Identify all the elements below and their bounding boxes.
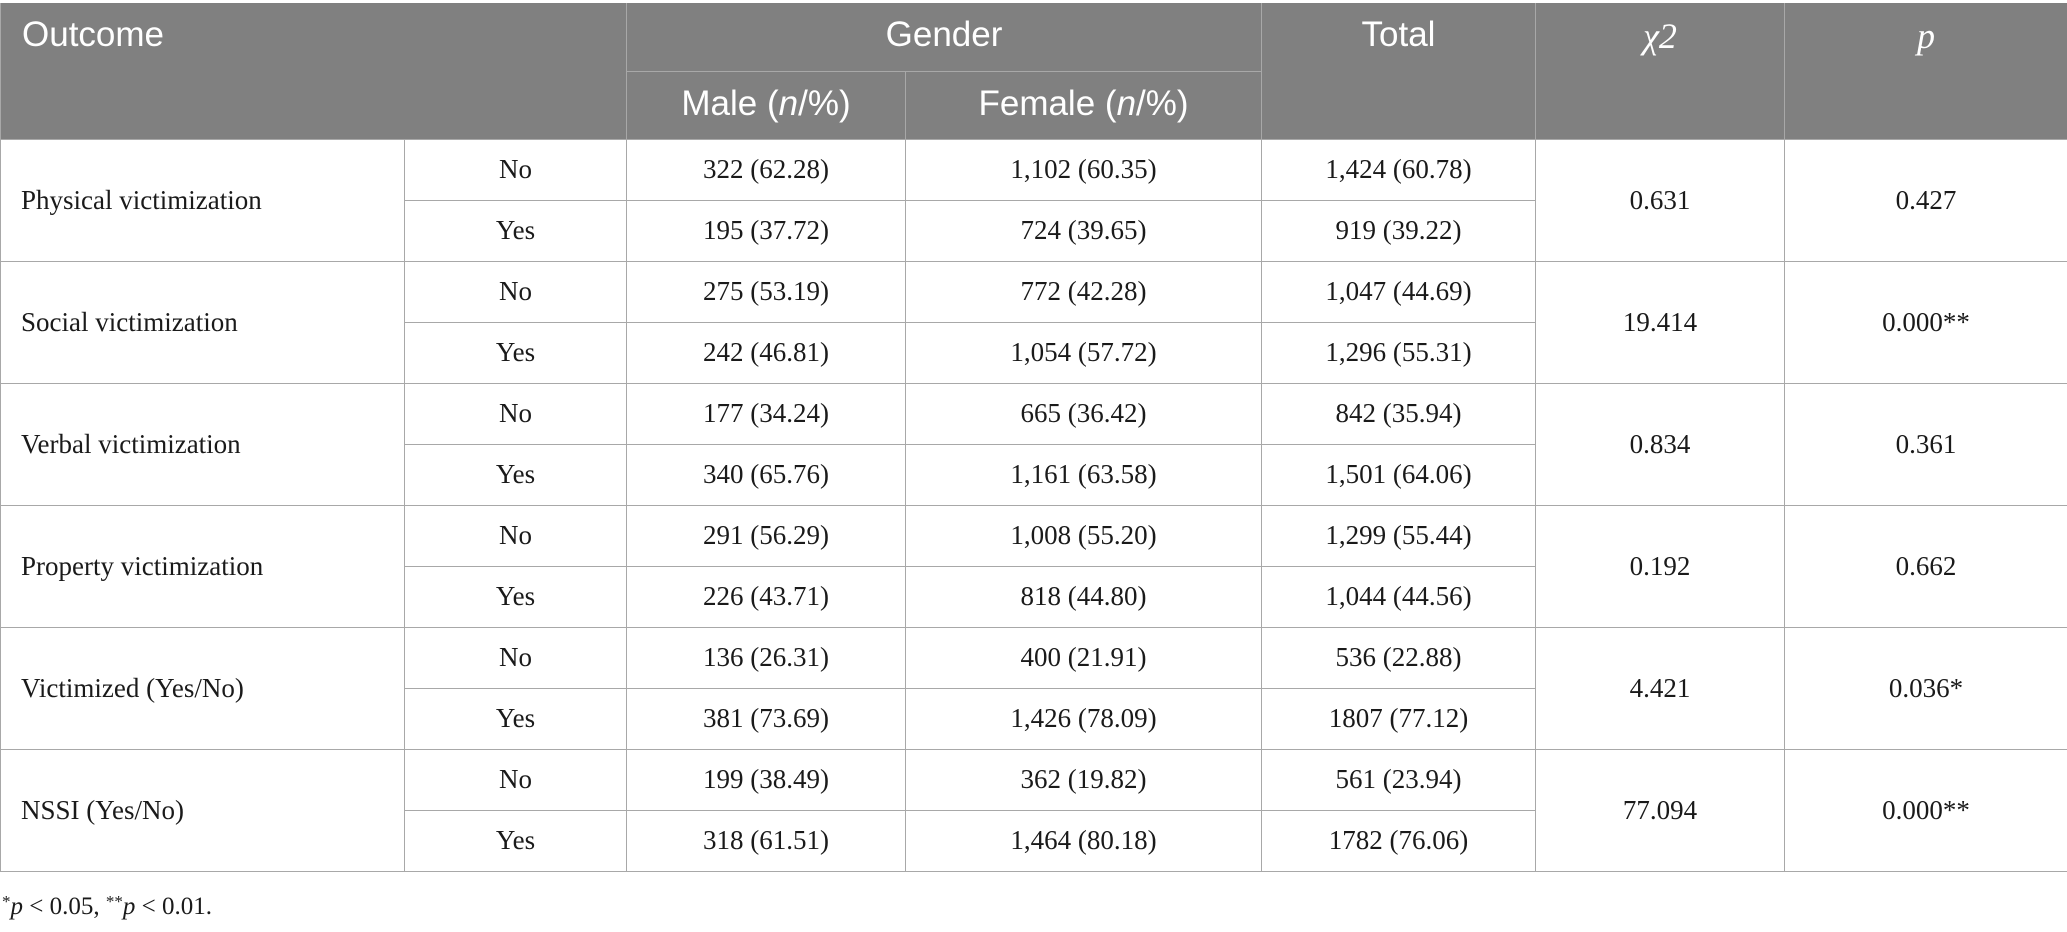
outcome-label: Social victimization: [0, 260, 405, 384]
male-value: 195 (37.72): [626, 199, 906, 262]
male-value: 340 (65.76): [626, 443, 906, 506]
chi-square-value: 19.414: [1535, 260, 1785, 384]
table-row: Victimized (Yes/No) No 136 (26.31) 400 (21.…: [0, 626, 2067, 750]
total-value: 1,501 (64.06): [1261, 443, 1536, 506]
header-p-value: p: [1784, 3, 2067, 140]
table-row: NSSI (Yes/No) No 199 (38.49) 362 (19.82) 561…: [0, 748, 2067, 872]
response-label: Yes: [404, 321, 627, 384]
male-value: 275 (53.19): [626, 260, 906, 323]
total-value: 1,299 (55.44): [1261, 504, 1536, 567]
male-value: 136 (26.31): [626, 626, 906, 689]
chi-square-value: 77.094: [1535, 748, 1785, 872]
outcome-label: Property victimization: [0, 504, 405, 628]
header-outcome: Outcome: [0, 3, 627, 140]
p-value: 0.036*: [1784, 626, 2067, 750]
table-row: Verbal victimization No 177 (34.24) 665 (36…: [0, 382, 2067, 506]
response-label: Yes: [404, 809, 627, 872]
p-value: 0.361: [1784, 382, 2067, 506]
total-value: 842 (35.94): [1261, 382, 1536, 445]
response-label: Yes: [404, 443, 627, 506]
response-label: No: [404, 260, 627, 323]
results-table: Outcome Gender Total χ2 p Male (n/%) Fem…: [0, 3, 2067, 872]
chi-square-value: 0.631: [1535, 138, 1785, 262]
total-value: 1,296 (55.31): [1261, 321, 1536, 384]
response-label: No: [404, 138, 627, 201]
female-value: 1,102 (60.35): [905, 138, 1262, 201]
male-value: 318 (61.51): [626, 809, 906, 872]
female-value: 1,464 (80.18): [905, 809, 1262, 872]
p-value: 0.000**: [1784, 260, 2067, 384]
chi-square-value: 0.192: [1535, 504, 1785, 628]
outcome-label: Physical victimization: [0, 138, 405, 262]
female-value: 772 (42.28): [905, 260, 1262, 323]
female-value: 1,161 (63.58): [905, 443, 1262, 506]
total-value: 1,044 (44.56): [1261, 565, 1536, 628]
footnote: *p < 0.05, **p < 0.01.: [2, 892, 212, 920]
male-value: 291 (56.29): [626, 504, 906, 567]
response-label: No: [404, 626, 627, 689]
response-label: No: [404, 382, 627, 445]
total-value: 1807 (77.12): [1261, 687, 1536, 750]
table-row: Physical victimization No 322 (62.28) 1,102…: [0, 138, 2067, 262]
outcome-label: NSSI (Yes/No): [0, 748, 405, 872]
table-row: Yes 340 (65.76) 1,161 (63.58) 1,501 (64.06): [1, 443, 2067, 506]
total-value: 919 (39.22): [1261, 199, 1536, 262]
response-label: Yes: [404, 199, 627, 262]
female-value: 1,054 (57.72): [905, 321, 1262, 384]
table-body: Physical victimization No 322 (62.28) 1,102…: [0, 138, 2067, 872]
male-value: 322 (62.28): [626, 138, 906, 201]
chi-square-value: 0.834: [1535, 382, 1785, 506]
total-value: 536 (22.88): [1261, 626, 1536, 689]
header-total: Total: [1261, 3, 1536, 140]
total-value: 561 (23.94): [1261, 748, 1536, 811]
table-row: Property victimization No 291 (56.29) 1,008…: [0, 504, 2067, 628]
p-value: 0.662: [1784, 504, 2067, 628]
total-value: 1,047 (44.69): [1261, 260, 1536, 323]
chi-square-value: 4.421: [1535, 626, 1785, 750]
table-row: Yes 381 (73.69) 1,426 (78.09) 1807 (77.12): [1, 687, 2067, 750]
header-female: Female (n/%): [905, 70, 1262, 140]
male-value: 381 (73.69): [626, 687, 906, 750]
response-label: No: [404, 504, 627, 567]
male-value: 177 (34.24): [626, 382, 906, 445]
table-row: Social victimization No 275 (53.19) 772 (42…: [0, 260, 2067, 384]
total-value: 1,424 (60.78): [1261, 138, 1536, 201]
response-label: Yes: [404, 687, 627, 750]
header-male: Male (n/%): [626, 70, 906, 140]
female-value: 724 (39.65): [905, 199, 1262, 262]
male-value: 226 (43.71): [626, 565, 906, 628]
female-value: 362 (19.82): [905, 748, 1262, 811]
female-value: 1,426 (78.09): [905, 687, 1262, 750]
p-value: 0.427: [1784, 138, 2067, 262]
response-label: Yes: [404, 565, 627, 628]
response-label: No: [404, 748, 627, 811]
header-gender: Gender: [626, 3, 1262, 72]
male-value: 242 (46.81): [626, 321, 906, 384]
outcome-label: Victimized (Yes/No): [0, 626, 405, 750]
table-row: Yes 318 (61.51) 1,464 (80.18) 1782 (76.06): [1, 809, 2067, 872]
total-value: 1782 (76.06): [1261, 809, 1536, 872]
male-value: 199 (38.49): [626, 748, 906, 811]
female-value: 400 (21.91): [905, 626, 1262, 689]
table-row: Yes 226 (43.71) 818 (44.80) 1,044 (44.56): [1, 565, 2067, 628]
female-value: 1,008 (55.20): [905, 504, 1262, 567]
p-value: 0.000**: [1784, 748, 2067, 872]
outcome-label: Verbal victimization: [0, 382, 405, 506]
female-value: 665 (36.42): [905, 382, 1262, 445]
female-value: 818 (44.80): [905, 565, 1262, 628]
header-chi-square: χ2: [1535, 3, 1785, 140]
